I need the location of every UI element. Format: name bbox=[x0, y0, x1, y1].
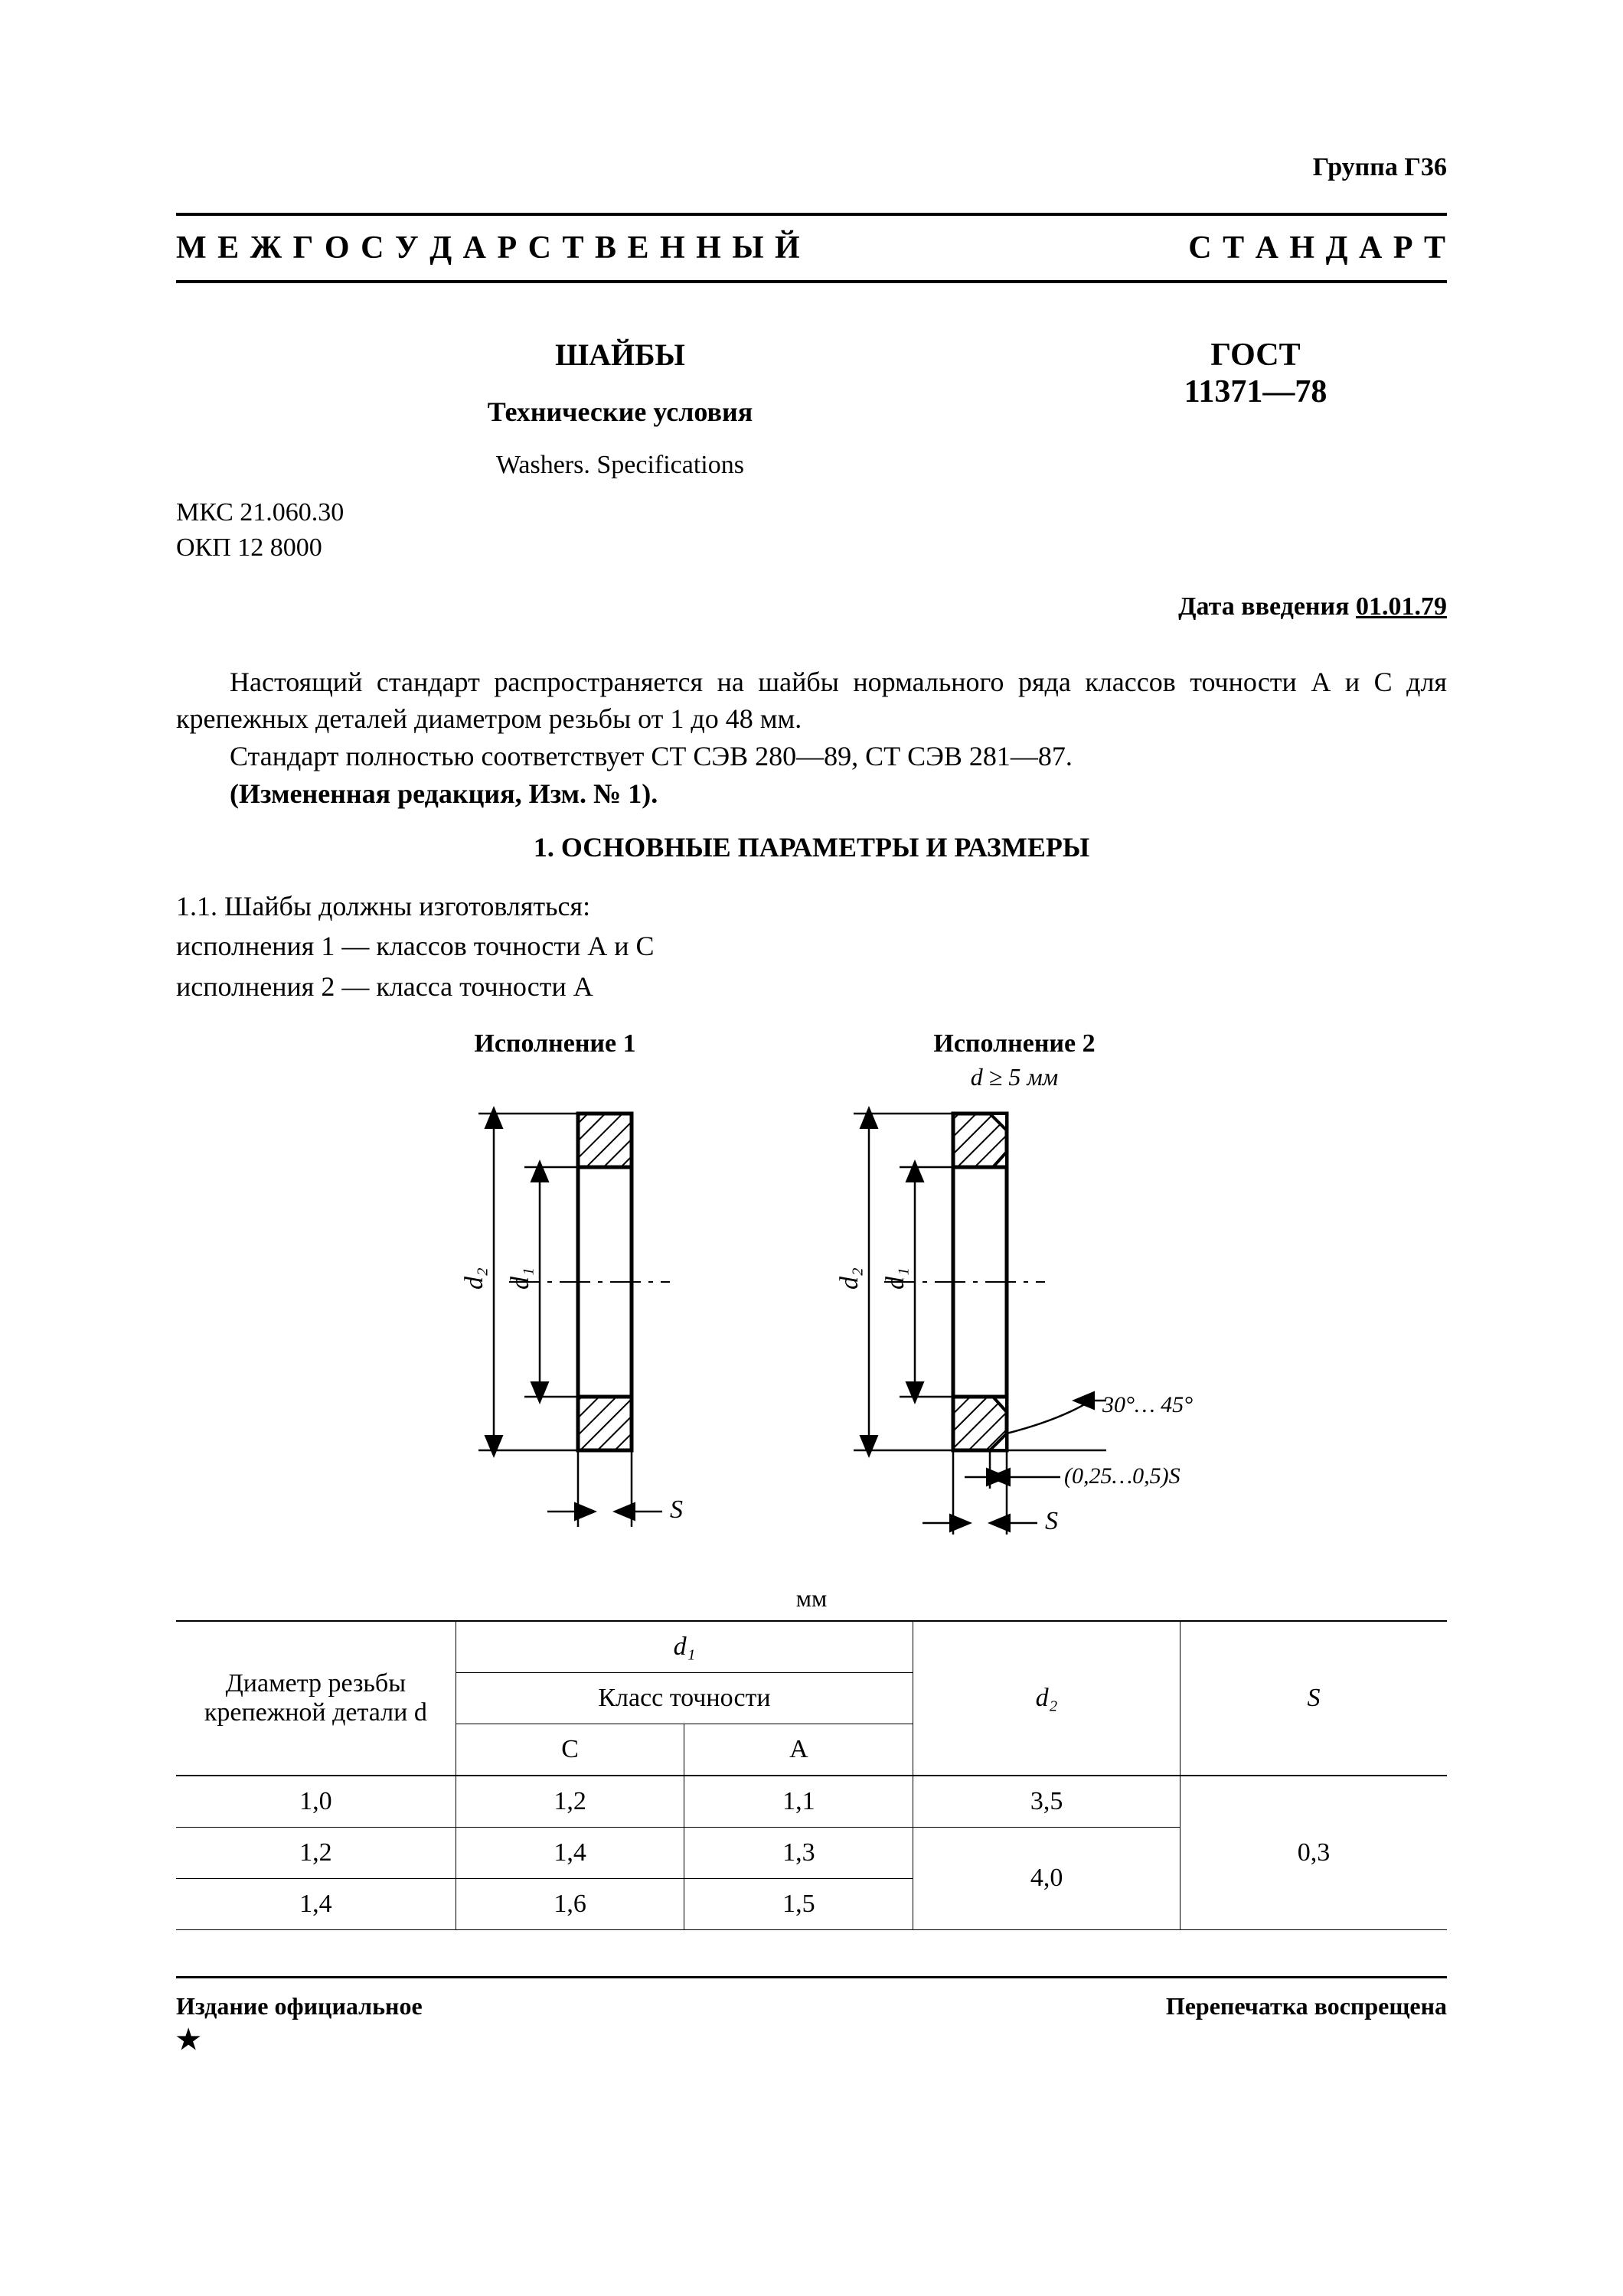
scope-line-2: Стандарт полностью соответствует СТ СЭВ … bbox=[230, 741, 1073, 771]
header-block: ШАЙБЫ Технические условия Washers. Speci… bbox=[176, 337, 1447, 566]
diagram-area: Исполнение 1 bbox=[176, 1029, 1447, 1557]
th-d2: d₂ bbox=[1036, 1684, 1058, 1712]
intro-date: Дата введения 01.01.79 bbox=[176, 592, 1447, 621]
clause-1-1-l3: исполнения 2 — класса точности А bbox=[176, 971, 593, 1002]
star-icon: ★ bbox=[176, 2024, 423, 2056]
exec1-svg: d₂ d₁ S bbox=[394, 1098, 716, 1557]
exec2-angle-label: 30°… 45° bbox=[1102, 1392, 1193, 1417]
gost-number: 11371—78 bbox=[1064, 373, 1447, 410]
th-d1: d₁ bbox=[674, 1632, 696, 1661]
cell-d2-0: 3,5 bbox=[913, 1776, 1181, 1828]
cell-s-0: 0,3 bbox=[1180, 1776, 1447, 1930]
exec2-d1-label: d₁ bbox=[881, 1267, 909, 1290]
exec1-d2-label: d₂ bbox=[460, 1267, 488, 1290]
exec1-d1-label: d₁ bbox=[506, 1267, 534, 1290]
section-1-title: 1. ОСНОВНЫЕ ПАРАМЕТРЫ И РАЗМЕРЫ bbox=[176, 831, 1447, 863]
th-diam: Диаметр резьбы крепежной детали d bbox=[204, 1669, 427, 1727]
diagram-exec-2: Исполнение 2 d ≥ 5 мм bbox=[800, 1029, 1229, 1557]
cell-a-0: 1,1 bbox=[684, 1776, 913, 1828]
cell-a-1: 1,3 bbox=[684, 1827, 913, 1878]
diagram-exec-1: Исполнение 1 bbox=[394, 1029, 716, 1557]
code-okp: ОКП 12 8000 bbox=[176, 530, 1447, 566]
banner: М Е Ж Г О С У Д А Р С Т В Е Н Н Ы Й С Т … bbox=[176, 213, 1447, 283]
exec2-title: Исполнение 2 bbox=[800, 1029, 1229, 1058]
th-class: Класс точности bbox=[456, 1672, 913, 1724]
banner-word-2: С Т А Н Д А Р Т bbox=[1188, 230, 1447, 266]
group-code: Группа Г36 bbox=[176, 153, 1447, 182]
scope-paragraph: Настоящий стандарт распространяется на ш… bbox=[176, 664, 1447, 812]
gost-label: ГОСТ bbox=[1064, 337, 1447, 373]
clause-1-1-l1: 1.1. Шайбы должны изготовляться: bbox=[176, 891, 590, 921]
cell-c-0: 1,2 bbox=[456, 1776, 684, 1828]
exec2-chamfer-label: (0,25…0,5)S bbox=[1064, 1463, 1181, 1489]
exec2-s-label: S bbox=[1045, 1507, 1058, 1535]
scope-line-3: (Измененная редакция, Изм. № 1). bbox=[230, 778, 658, 809]
cell-d-2: 1,4 bbox=[176, 1878, 456, 1929]
footer-left: Издание официальное bbox=[176, 1992, 423, 2020]
subtitle-ru: Технические условия bbox=[176, 396, 1064, 428]
exec2-d2-label: d₂ bbox=[835, 1267, 864, 1290]
code-mks: МКС 21.060.30 bbox=[176, 495, 1447, 530]
date-label: Дата введения bbox=[1178, 592, 1356, 621]
footer: Издание официальное ★ Перепечатка воспре… bbox=[176, 1976, 1447, 2056]
cell-c-2: 1,6 bbox=[456, 1878, 684, 1929]
title-en: Washers. Specifications bbox=[176, 451, 1064, 480]
cell-c-1: 1,4 bbox=[456, 1827, 684, 1878]
exec2-sub: d ≥ 5 мм bbox=[800, 1063, 1229, 1091]
clause-1-1: 1.1. Шайбы должны изготовляться: исполне… bbox=[176, 886, 1447, 1006]
th-class-a: А bbox=[684, 1724, 913, 1776]
title-ru: ШАЙБЫ bbox=[176, 337, 1064, 373]
clause-1-1-l2: исполнения 1 — классов точности А и С bbox=[176, 931, 655, 961]
dimensions-table: Диаметр резьбы крепежной детали d d₁ d₂ … bbox=[176, 1620, 1447, 1930]
banner-word-1: М Е Ж Г О С У Д А Р С Т В Е Н Н Ы Й bbox=[176, 230, 802, 266]
document-page: Группа Г36 М Е Ж Г О С У Д А Р С Т В Е Н… bbox=[0, 0, 1623, 2296]
table-unit: мм bbox=[176, 1584, 1447, 1613]
th-class-c: С bbox=[456, 1724, 684, 1776]
exec2-svg: d₂ d₁ 30°… 45° (0,25…0,5)S bbox=[800, 1098, 1229, 1557]
exec1-s-label: S bbox=[670, 1495, 683, 1524]
cell-d2-1: 4,0 bbox=[913, 1827, 1181, 1929]
scope-line-1: Настоящий стандарт распространяется на ш… bbox=[176, 667, 1447, 735]
date-value: 01.01.79 bbox=[1356, 592, 1447, 621]
classification-codes: МКС 21.060.30 ОКП 12 8000 bbox=[176, 495, 1447, 566]
exec1-title: Исполнение 1 bbox=[394, 1029, 716, 1058]
cell-d-1: 1,2 bbox=[176, 1827, 456, 1878]
cell-d-0: 1,0 bbox=[176, 1776, 456, 1828]
th-s: S bbox=[1307, 1684, 1320, 1712]
footer-right: Перепечатка воспрещена bbox=[1166, 1992, 1447, 2056]
cell-a-2: 1,5 bbox=[684, 1878, 913, 1929]
